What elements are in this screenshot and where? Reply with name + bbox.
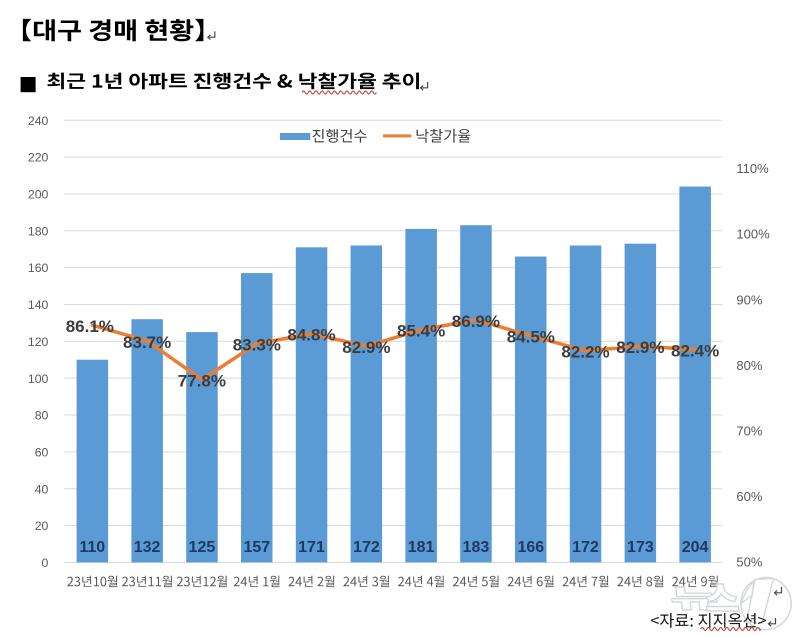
svg-text:100: 100 bbox=[28, 372, 49, 386]
svg-text:110%: 110% bbox=[736, 161, 769, 176]
svg-text:40: 40 bbox=[35, 482, 49, 496]
svg-text:171: 171 bbox=[298, 539, 325, 556]
svg-text:80: 80 bbox=[35, 409, 49, 423]
svg-text:82.2%: 82.2% bbox=[561, 343, 609, 362]
svg-text:83.3%: 83.3% bbox=[233, 336, 281, 355]
svg-text:82.9%: 82.9% bbox=[342, 338, 390, 357]
svg-text:0: 0 bbox=[42, 556, 49, 570]
svg-text:240: 240 bbox=[28, 114, 49, 128]
svg-text:120: 120 bbox=[28, 335, 49, 349]
svg-text:132: 132 bbox=[134, 539, 161, 556]
svg-text:110: 110 bbox=[79, 539, 105, 556]
svg-text:181: 181 bbox=[408, 539, 435, 556]
svg-text:86.9%: 86.9% bbox=[452, 312, 500, 331]
svg-text:166: 166 bbox=[517, 539, 544, 556]
svg-text:85.4%: 85.4% bbox=[397, 322, 445, 341]
svg-text:83.7%: 83.7% bbox=[123, 333, 171, 352]
svg-text:84.5%: 84.5% bbox=[507, 328, 555, 347]
svg-text:82.4%: 82.4% bbox=[671, 341, 719, 360]
svg-text:80%: 80% bbox=[736, 358, 762, 373]
svg-text:60%: 60% bbox=[736, 489, 762, 504]
svg-text:77.8%: 77.8% bbox=[178, 372, 226, 391]
svg-text:140: 140 bbox=[28, 298, 49, 312]
svg-text:90%: 90% bbox=[736, 292, 762, 307]
svg-text:86.1%: 86.1% bbox=[66, 317, 114, 336]
svg-text:70%: 70% bbox=[736, 424, 762, 439]
svg-text:172: 172 bbox=[572, 539, 599, 556]
svg-text:172: 172 bbox=[353, 539, 380, 556]
svg-text:125: 125 bbox=[189, 539, 216, 556]
svg-text:220: 220 bbox=[28, 151, 49, 165]
svg-text:100%: 100% bbox=[736, 227, 770, 242]
svg-text:84.8%: 84.8% bbox=[287, 326, 335, 345]
svg-text:200: 200 bbox=[28, 188, 49, 202]
svg-text:180: 180 bbox=[28, 224, 49, 238]
svg-text:160: 160 bbox=[28, 261, 49, 275]
svg-text:82.9%: 82.9% bbox=[616, 338, 664, 357]
svg-text:50%: 50% bbox=[736, 555, 762, 570]
svg-text:20: 20 bbox=[35, 519, 49, 533]
svg-text:173: 173 bbox=[627, 539, 654, 556]
svg-text:157: 157 bbox=[243, 539, 270, 556]
svg-text:60: 60 bbox=[35, 445, 49, 459]
svg-text:204: 204 bbox=[682, 539, 709, 556]
svg-text:183: 183 bbox=[463, 539, 490, 556]
